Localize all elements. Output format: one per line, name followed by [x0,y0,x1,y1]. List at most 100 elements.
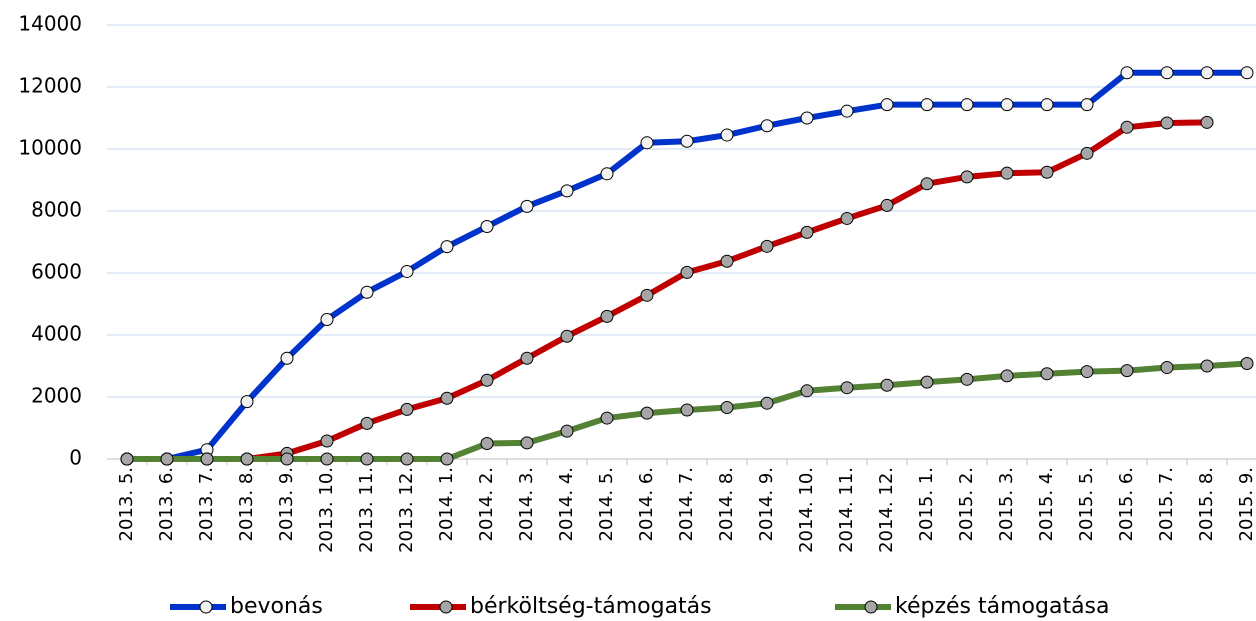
data-point [400,264,414,278]
x-tick-label: 2015. 2. [956,467,977,541]
data-point [440,452,454,466]
data-point [1200,359,1214,373]
legend-label: bérköltség-támogatás [470,594,712,619]
y-tick-label: 14000 [18,12,82,36]
x-tick-label: 2013. 12. [396,467,417,553]
data-point [480,373,494,387]
x-tick-label: 2013. 5. [116,467,137,541]
data-point [840,104,854,118]
data-point [520,199,534,213]
data-point [1080,98,1094,112]
data-point [160,452,174,466]
data-point [880,98,894,112]
x-tick-label: 2014. 2. [476,467,497,541]
data-point [840,211,854,225]
data-point [920,375,934,389]
y-tick-label: 2000 [31,384,82,408]
data-point [1000,98,1014,112]
data-point [1120,120,1134,134]
data-point [760,396,774,410]
data-point [1240,357,1254,371]
data-point [680,265,694,279]
legend-marker [199,600,213,614]
data-point [320,313,334,326]
y-tick-label: 4000 [31,322,82,346]
data-point [1040,367,1054,381]
data-point [1120,364,1134,378]
x-tick-label: 2015. 3. [996,467,1017,541]
data-point [440,391,454,405]
data-point [440,240,454,254]
x-tick-label: 2015. 4. [1036,467,1057,541]
x-tick-label: 2015. 6. [1116,467,1137,541]
data-point [480,437,494,450]
x-tick-label: 2014. 10. [796,467,817,553]
data-point [600,411,614,425]
data-point [520,351,534,365]
data-point [1240,66,1254,80]
x-tick-label: 2014. 12. [876,467,897,553]
data-point [120,452,134,466]
data-point [640,288,654,302]
data-point [320,452,334,466]
series-line [127,69,1247,462]
data-point [1200,66,1214,80]
data-point [1040,98,1054,112]
data-point [880,198,894,212]
data-point [840,381,854,395]
data-point [680,403,694,417]
x-tick-label: 2015. 5. [1076,467,1097,541]
data-point [960,170,974,184]
data-point [800,111,814,125]
x-tick-label: 2014. 3. [516,467,537,541]
data-point [1160,361,1174,375]
x-tick-label: 2014. 5. [596,467,617,541]
x-tick-label: 2013. 9. [276,467,297,541]
data-point [720,254,734,268]
legend-label: képzés támogatása [895,594,1110,619]
x-tick-label: 2013. 10. [316,467,337,553]
data-point [360,452,374,466]
data-point [680,134,694,148]
data-point [520,436,534,450]
x-tick-label: 2014. 8. [716,467,737,541]
data-point [600,309,614,323]
data-point [960,372,974,386]
data-point [760,119,774,133]
x-tick-label: 2015. 8. [1196,467,1217,541]
data-point [880,378,894,392]
data-point [960,98,974,112]
y-tick-label: 0 [69,446,82,470]
legend-marker [439,600,453,614]
x-tick-label: 2013. 8. [236,467,257,541]
data-point [1120,66,1134,80]
data-point [800,225,814,239]
y-tick-label: 10000 [18,136,82,160]
data-point [1000,166,1014,180]
data-point [480,220,494,233]
x-tick-label: 2014. 4. [556,467,577,541]
y-tick-label: 12000 [18,74,82,98]
x-tick-label: 2014. 1. [436,467,457,541]
data-point [640,406,654,420]
data-point [200,452,214,466]
data-point [400,452,414,466]
data-point [560,329,574,343]
data-point [1080,146,1094,160]
x-tick-label: 2013. 7. [196,467,217,541]
data-point [360,416,374,430]
legend-label: bevonás [230,594,323,619]
series-line [127,119,1208,462]
data-point [760,239,774,253]
x-tick-label: 2015. 7. [1156,467,1177,541]
y-tick-label: 8000 [31,198,82,222]
data-point [560,184,574,198]
data-point [400,402,414,416]
data-point [240,452,254,466]
x-tick-label: 2015. 1. [916,467,937,541]
data-point [1200,115,1214,129]
data-point [640,136,654,150]
data-point [720,128,734,142]
data-point [1000,369,1014,383]
